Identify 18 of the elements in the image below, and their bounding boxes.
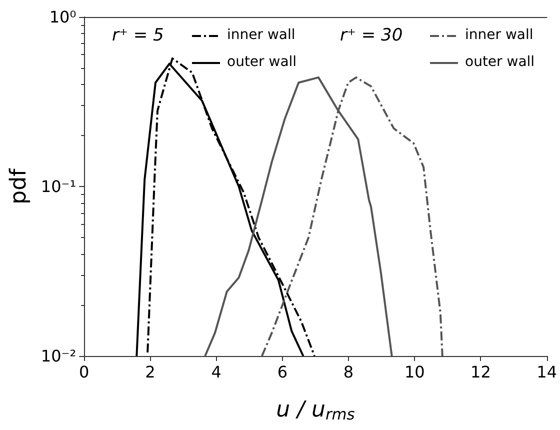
y-tick-label: 10⁰ [49, 8, 76, 26]
y-axis-title: pdf [6, 167, 32, 204]
x-tick-label: 0 [79, 362, 90, 382]
x-tick-label: 8 [343, 362, 354, 382]
legend-label: outer wall [465, 54, 535, 70]
x-tick-label: 4 [211, 362, 222, 382]
annotation: r⁺ = 30 [340, 26, 403, 46]
x-tick-label: 12 [470, 362, 491, 382]
x-tick-label: 14 [536, 362, 557, 382]
annotation: r⁺ = 5 [112, 26, 164, 46]
x-tick-label: 10 [404, 362, 425, 382]
x-tick-label: 6 [277, 362, 288, 382]
y-tick-label: 10⁻² [40, 346, 76, 366]
legend-label: outer wall [227, 54, 297, 70]
x-tick-label: 2 [145, 362, 156, 382]
y-tick-label: 10⁻¹ [40, 177, 76, 196]
legend-label: inner wall [465, 27, 534, 43]
legend-label: inner wall [227, 27, 296, 43]
